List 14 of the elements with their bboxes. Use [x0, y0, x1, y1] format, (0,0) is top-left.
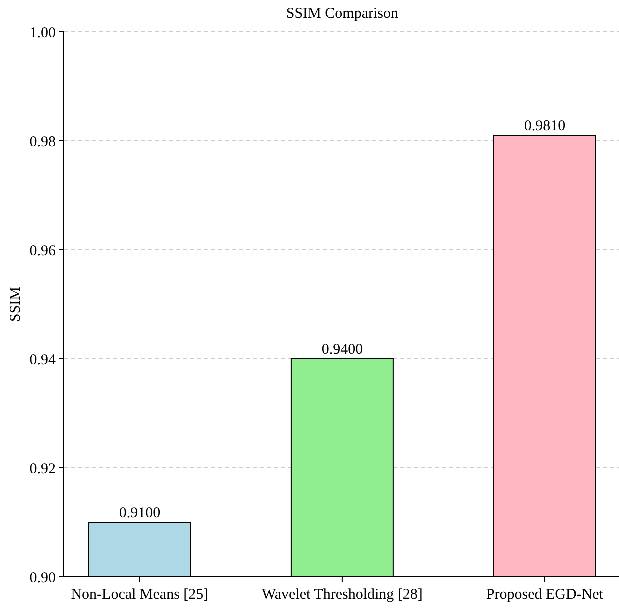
chart-title: SSIM Comparison	[286, 6, 399, 22]
data-label: 0.9400	[322, 342, 364, 358]
x-tick-label: Non-Local Means [25]	[71, 587, 209, 603]
y-tick-label: 0.90	[30, 570, 56, 586]
y-tick-label: 0.94	[30, 352, 56, 368]
y-tick-label: 0.92	[30, 461, 56, 478]
data-label: 0.9100	[119, 506, 161, 522]
y-tick-label: 0.96	[30, 243, 56, 260]
y-tick-label: 1.00	[30, 25, 56, 42]
x-tick-label: Wavelet Thresholding [28]	[262, 587, 423, 603]
x-tick-label: Proposed EGD-Net	[486, 587, 604, 603]
y-axis-title: SSIM	[8, 286, 24, 322]
y-tick-label: 0.98	[30, 134, 56, 150]
data-label: 0.9810	[524, 118, 566, 135]
